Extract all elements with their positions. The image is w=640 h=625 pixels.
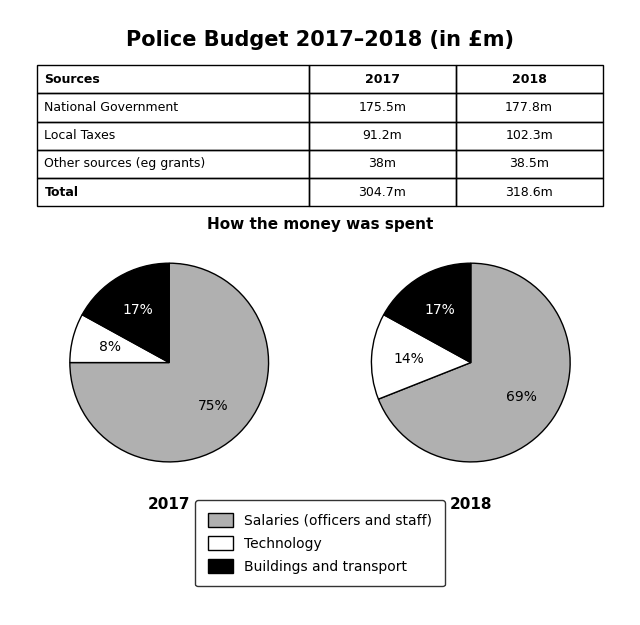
Text: 38.5m: 38.5m: [509, 158, 549, 171]
Bar: [456, 65, 603, 94]
Bar: [456, 122, 603, 150]
Text: 102.3m: 102.3m: [505, 129, 553, 142]
Bar: [308, 65, 456, 94]
Bar: [37, 94, 308, 122]
Bar: [37, 65, 308, 94]
Text: 175.5m: 175.5m: [358, 101, 406, 114]
Text: 69%: 69%: [506, 390, 537, 404]
Wedge shape: [371, 314, 471, 399]
Text: 2017: 2017: [365, 73, 399, 86]
Text: Total: Total: [44, 186, 79, 199]
Bar: [456, 178, 603, 206]
Text: 17%: 17%: [424, 302, 455, 316]
Bar: [456, 150, 603, 178]
Text: 177.8m: 177.8m: [505, 101, 553, 114]
Bar: [37, 122, 308, 150]
Bar: [456, 94, 603, 122]
Text: Police Budget 2017–2018 (in £m): Police Budget 2017–2018 (in £m): [126, 30, 514, 50]
Wedge shape: [82, 263, 169, 362]
Text: 2017: 2017: [148, 497, 191, 512]
Text: How the money was spent: How the money was spent: [207, 217, 433, 232]
Text: National Government: National Government: [44, 101, 179, 114]
Bar: [308, 178, 456, 206]
Text: 2018: 2018: [512, 73, 547, 86]
Bar: [37, 178, 308, 206]
Text: 14%: 14%: [394, 352, 425, 366]
Bar: [37, 150, 308, 178]
Text: Other sources (eg grants): Other sources (eg grants): [44, 158, 205, 171]
Text: 304.7m: 304.7m: [358, 186, 406, 199]
Text: 2018: 2018: [449, 497, 492, 512]
Wedge shape: [384, 263, 471, 362]
Text: 8%: 8%: [99, 340, 120, 354]
Legend: Salaries (officers and staff), Technology, Buildings and transport: Salaries (officers and staff), Technolog…: [195, 500, 445, 586]
Bar: [308, 94, 456, 122]
Text: 75%: 75%: [198, 399, 228, 413]
Text: 91.2m: 91.2m: [362, 129, 402, 142]
Bar: [308, 150, 456, 178]
Text: 17%: 17%: [122, 302, 153, 316]
Wedge shape: [70, 314, 169, 362]
Text: Sources: Sources: [44, 73, 100, 86]
Wedge shape: [378, 263, 570, 462]
Text: 318.6m: 318.6m: [505, 186, 553, 199]
Bar: [308, 122, 456, 150]
Wedge shape: [70, 263, 269, 462]
Text: Local Taxes: Local Taxes: [44, 129, 116, 142]
Text: 38m: 38m: [368, 158, 396, 171]
